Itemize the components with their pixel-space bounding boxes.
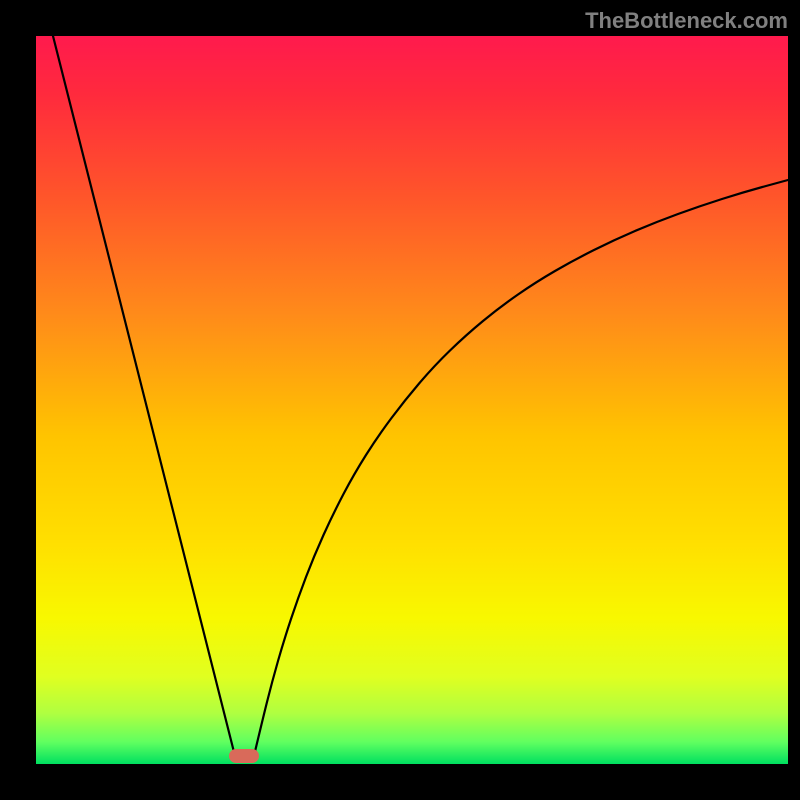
bottleneck-marker bbox=[229, 749, 259, 763]
chart-container: TheBottleneck.com bbox=[0, 0, 800, 800]
curve-overlay bbox=[0, 0, 800, 800]
watermark-text: TheBottleneck.com bbox=[585, 8, 788, 34]
curve-right-segment bbox=[253, 180, 788, 760]
curve-left-segment bbox=[53, 36, 236, 760]
